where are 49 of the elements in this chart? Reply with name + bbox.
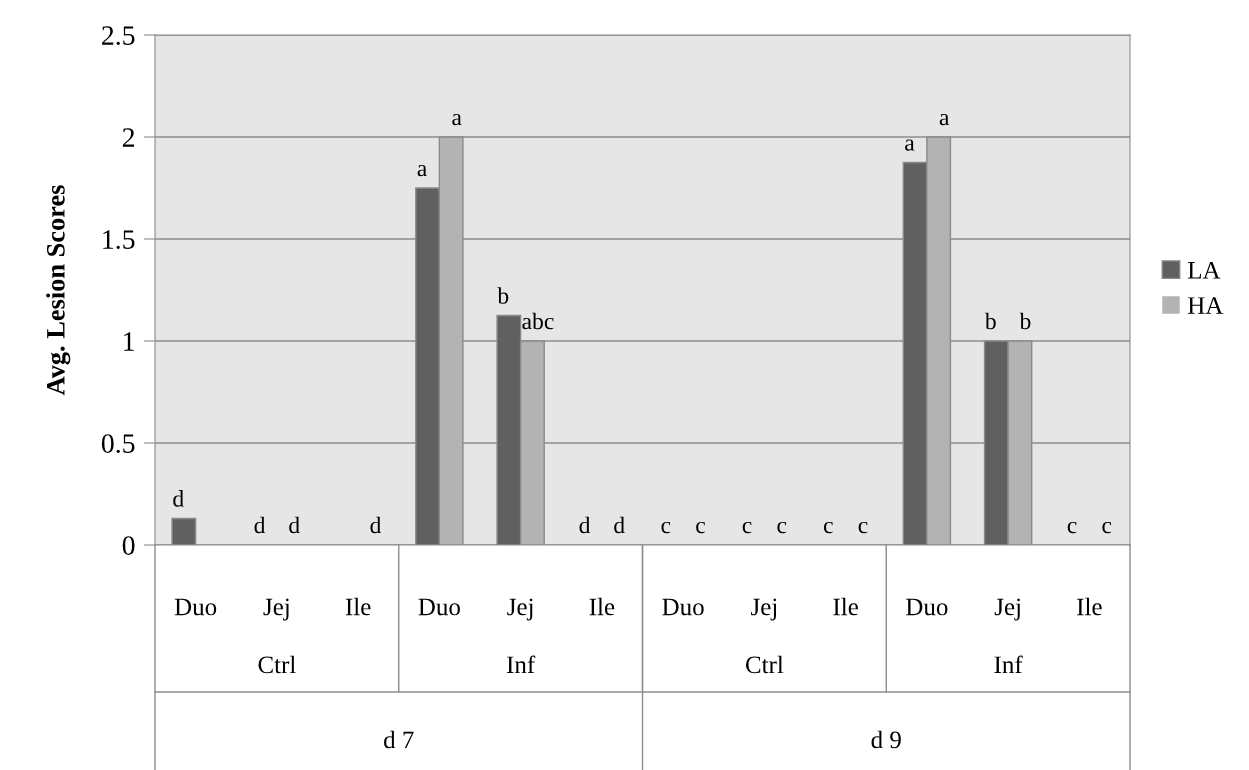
y-axis-title: Avg. Lesion Scores — [46, 185, 71, 396]
text: Ctrl — [258, 655, 296, 674]
x-tick-label: Duo — [418, 598, 460, 616]
text: d 9 — [871, 730, 901, 749]
data-label: c — [823, 521, 833, 534]
data-label: abc — [522, 312, 554, 330]
legend-label: LA — [1187, 261, 1221, 279]
legend-label: HA — [1187, 297, 1224, 314]
data-label: c — [696, 521, 705, 534]
data-label: d — [173, 490, 184, 507]
x-tick-label: Ile — [833, 597, 858, 616]
x-tick-label: Jej — [751, 598, 777, 621]
x-tick-label: Duo — [662, 598, 704, 616]
data-label: c — [742, 521, 752, 534]
x-tick-label: Jej — [263, 598, 289, 621]
data-label: c — [777, 521, 787, 534]
x-tick-label: Ile — [589, 597, 615, 616]
data-label: c — [661, 521, 671, 534]
data-label: d — [254, 516, 266, 534]
data-label: b — [1019, 312, 1031, 330]
data-label: d — [579, 516, 591, 534]
y-tick-label: 1 — [124, 332, 134, 351]
data-label: a — [417, 164, 427, 177]
data-label: c — [858, 521, 868, 534]
data-label: d — [370, 516, 382, 534]
data-label: b — [984, 312, 996, 330]
x-tick-label: Duo — [174, 598, 217, 616]
y-tick-label: 0.5 — [101, 434, 135, 454]
x-tick-label: Jej — [994, 598, 1020, 621]
data-label: a — [939, 113, 950, 126]
data-label: d — [614, 516, 625, 534]
data-label: d — [289, 516, 300, 534]
data-label: c — [1102, 521, 1112, 534]
data-label: a — [452, 113, 462, 126]
x-tick-label: Jej — [507, 598, 533, 621]
data-label: b — [497, 287, 509, 304]
x-tick-label: Duo — [906, 598, 948, 616]
data-label: a — [905, 139, 915, 151]
x-tick-label: Ile — [345, 597, 371, 616]
data-label: c — [1067, 521, 1077, 534]
x-tick-label: Ile — [1077, 597, 1102, 616]
text: Inf — [994, 655, 1023, 674]
text: d 7 — [384, 730, 414, 749]
y-tick-label: 1.5 — [103, 230, 135, 250]
y-tick-label: 2.5 — [102, 26, 135, 46]
y-tick-label: 0 — [122, 536, 135, 555]
text: Ctrl — [745, 655, 784, 674]
text: Inf — [506, 655, 536, 674]
y-tick-label: 2 — [122, 128, 135, 147]
